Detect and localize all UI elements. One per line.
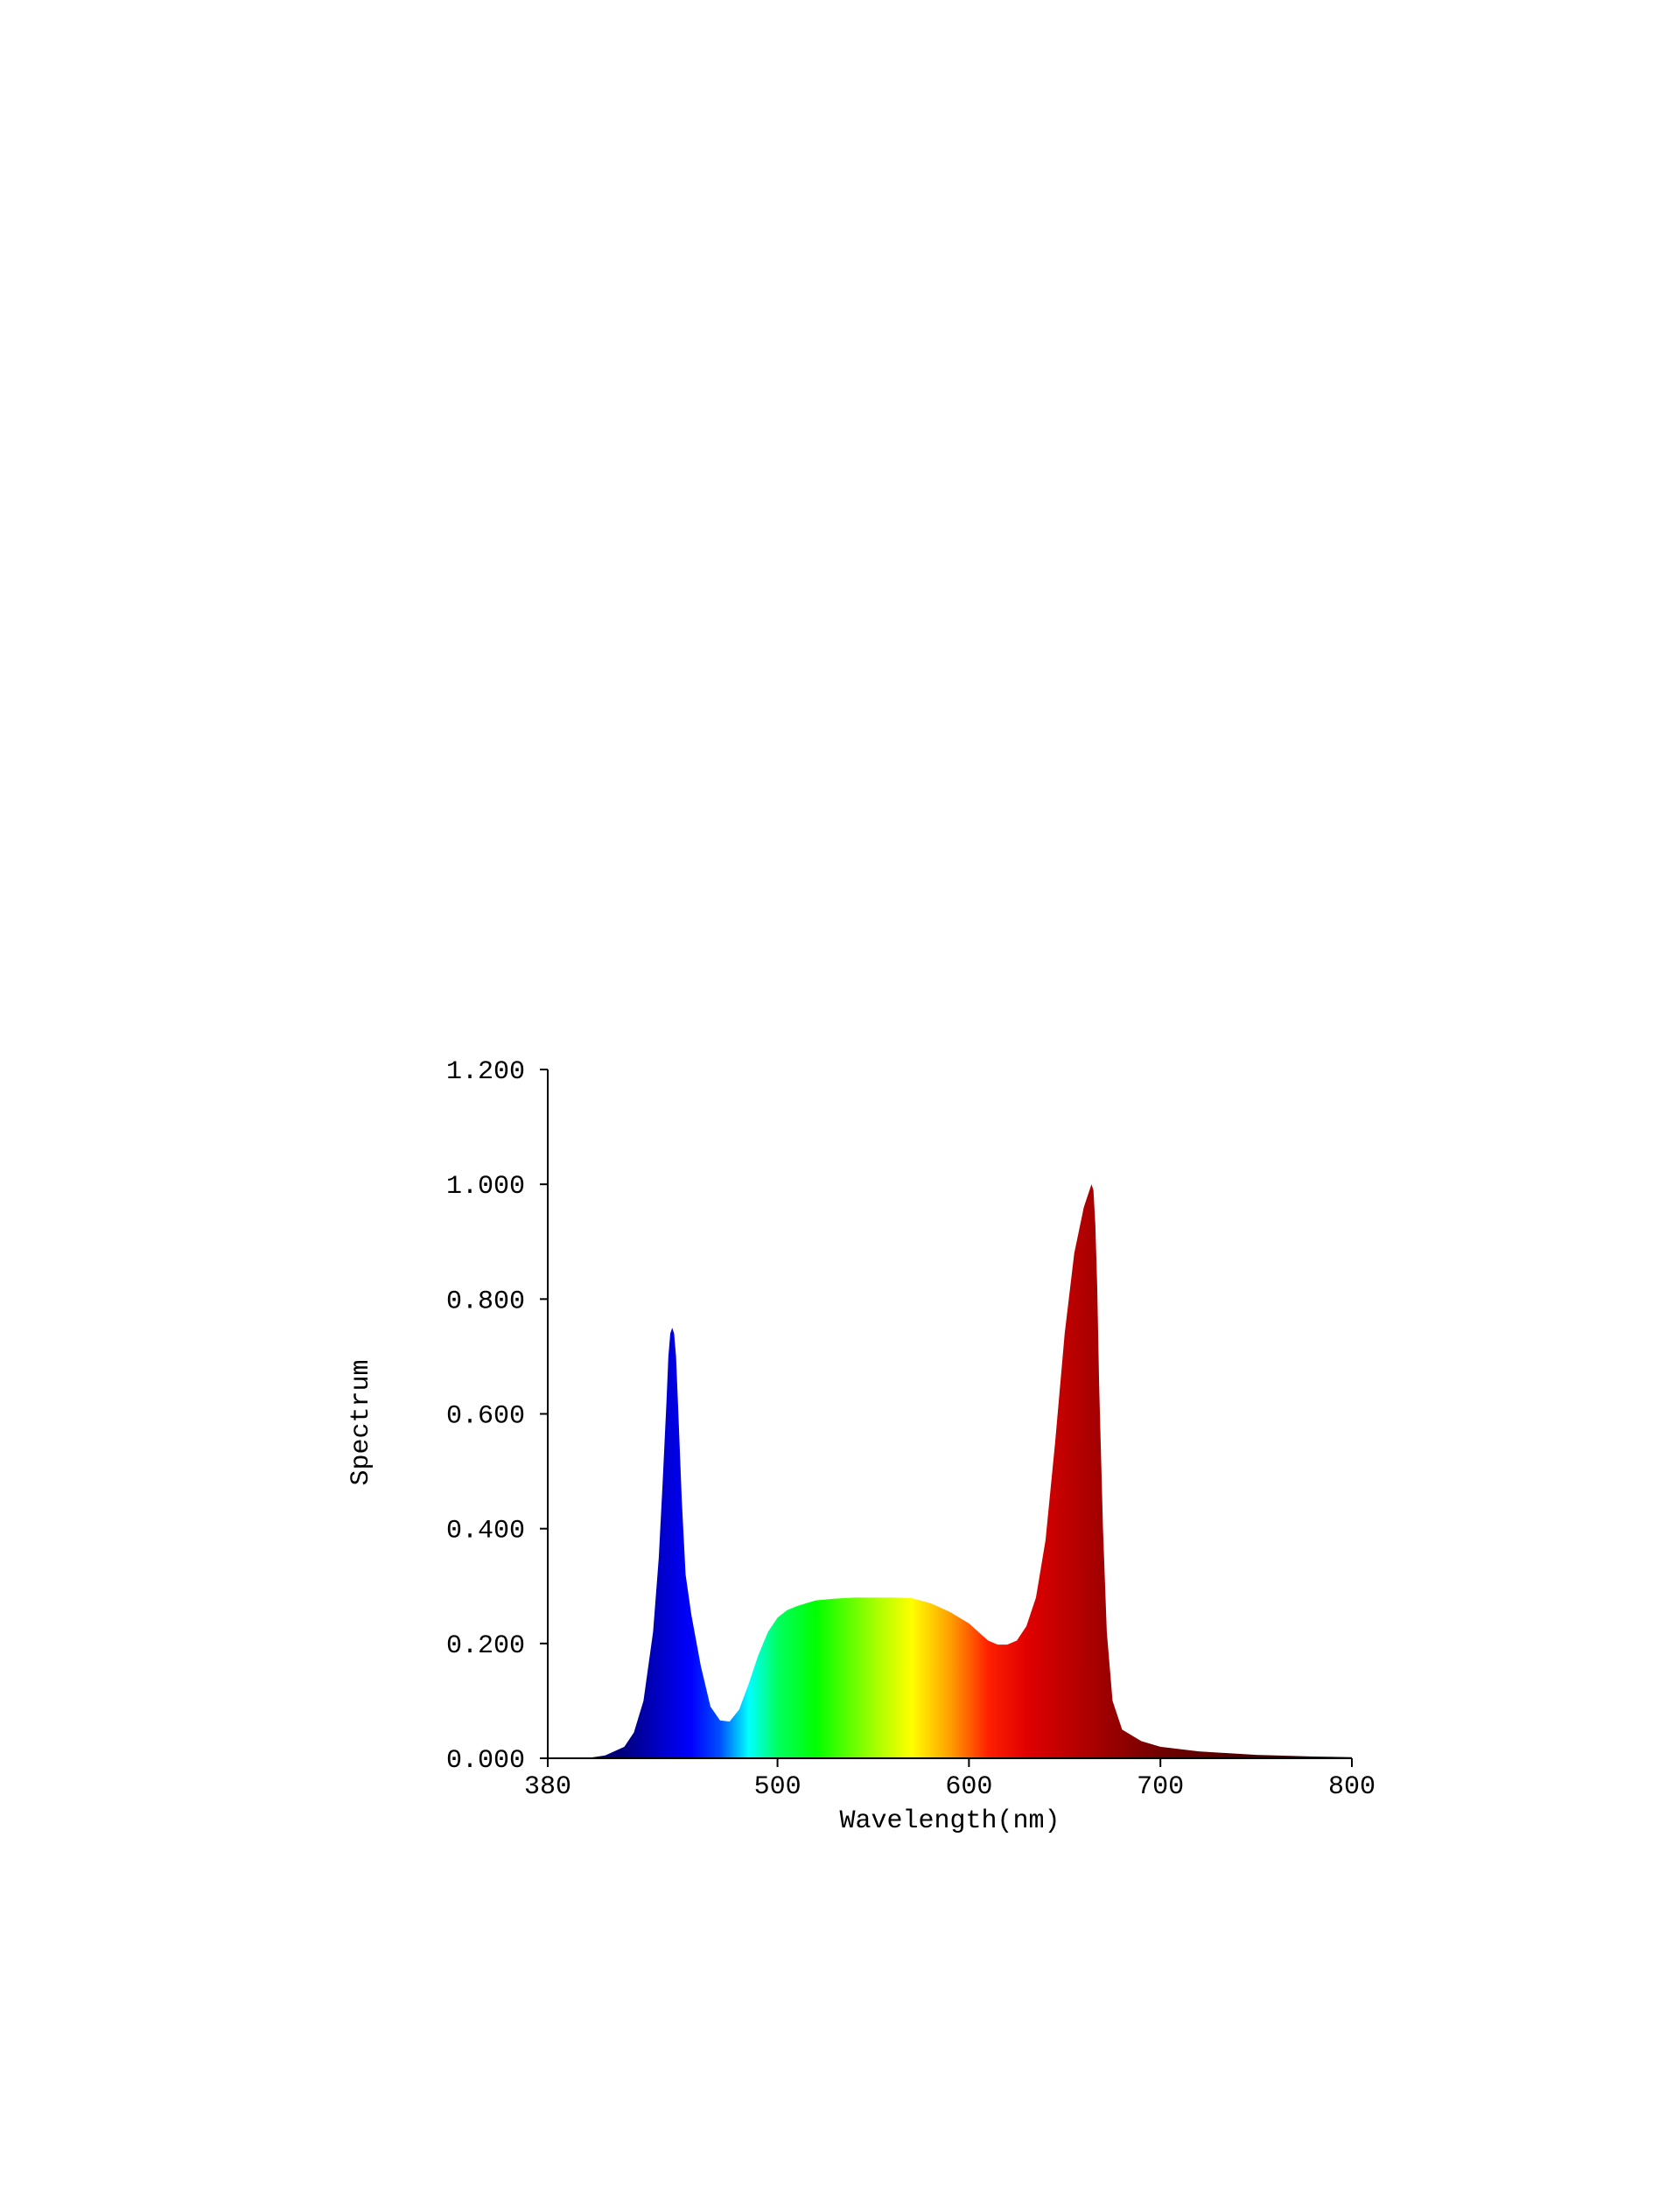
y-tick-label: 0.800 (446, 1287, 525, 1316)
y-tick-label: 0.600 (446, 1402, 525, 1432)
x-axis-title: Wavelength(nm) (839, 1806, 1060, 1836)
x-tick-label: 700 (1137, 1772, 1184, 1802)
y-tick-label: 1.200 (446, 1057, 525, 1087)
x-tick-label: 800 (1328, 1772, 1376, 1802)
x-tick-label: 380 (524, 1772, 571, 1802)
x-tick-label: 600 (945, 1772, 992, 1802)
x-tick-label: 500 (754, 1772, 802, 1802)
y-tick-label: 1.000 (446, 1172, 525, 1202)
y-tick-label: 0.200 (446, 1631, 525, 1661)
y-tick-label: 0.400 (446, 1517, 525, 1546)
y-axis-ticks: 0.000 0.200 0.400 0.600 0.800 1.000 1.200 (446, 1057, 548, 1776)
spectrum-area (585, 1184, 1352, 1758)
x-axis-ticks: 380 500 600 700 800 (524, 1758, 1376, 1802)
y-tick-label: 0.000 (446, 1746, 525, 1776)
y-axis-title: Spectrum (346, 1359, 376, 1485)
plot-area: 0.000 0.200 0.400 0.600 0.800 1.000 1.200 380 5… (346, 1057, 1376, 1836)
